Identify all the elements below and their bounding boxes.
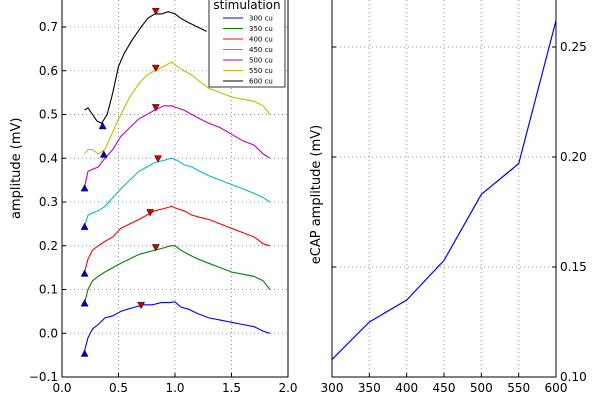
trough-marker — [80, 269, 89, 277]
peak-marker — [151, 244, 160, 252]
x-tick-label: 350 — [358, 381, 381, 395]
ecap-line — [331, 20, 557, 360]
legend-label: 500 cu — [249, 57, 273, 65]
y-tick-label: 0.5 — [39, 108, 58, 122]
peak-marker — [151, 104, 160, 112]
legend-label: 300 cu — [249, 15, 273, 23]
trough-marker — [98, 121, 107, 130]
series-line-0 — [84, 301, 271, 351]
x-tick-label: 0.0 — [52, 381, 71, 395]
trough-marker — [80, 184, 89, 192]
y-tick-label: 0.10 — [560, 370, 587, 384]
legend-label: 600 cu — [249, 78, 273, 86]
series-line-4 — [84, 105, 271, 187]
trough-marker — [80, 222, 89, 230]
y-tick-label: 0.20 — [560, 150, 587, 164]
y-tick-label: 0.2 — [39, 239, 58, 253]
series-line-2 — [84, 205, 271, 273]
legend-label: 350 cu — [249, 25, 273, 33]
legend: stimulation 300 cu 350 cu 400 cu 450 cu 500 c… — [208, 0, 286, 88]
trough-marker — [99, 150, 108, 158]
legend-label: 450 cu — [249, 46, 273, 54]
peak-marker — [154, 155, 162, 163]
y-axis-title: amplitude (mV) — [9, 117, 24, 219]
series-line-1 — [84, 245, 271, 303]
y-tick-label: 0.3 — [39, 195, 58, 209]
y-tick-label: 0.6 — [39, 64, 58, 78]
y-tick-label: 0.25 — [560, 40, 587, 54]
x-tick-label: 450 — [433, 381, 456, 395]
legend-title: stimulation — [213, 0, 280, 12]
series-line-3 — [84, 157, 271, 227]
peak-marker — [137, 301, 146, 310]
y-tick-label: 0.0 — [39, 326, 58, 340]
x-tick-label: 400 — [395, 381, 418, 395]
peak-marker — [151, 64, 160, 73]
x-tick-label: 0.5 — [109, 381, 128, 395]
legend-label: 400 cu — [249, 36, 273, 44]
x-tick-label: 1.5 — [222, 381, 241, 395]
y-axis-title: eCAP amplitude (mV) — [309, 125, 324, 264]
trough-marker — [80, 299, 89, 307]
x-tick-label: 1.0 — [165, 381, 184, 395]
x-tick-label: 2.0 — [278, 381, 297, 395]
peak-marker — [146, 209, 155, 217]
legend-box — [208, 0, 286, 88]
x-tick-label: 500 — [470, 381, 493, 395]
y-tick-label: 0.15 — [560, 260, 587, 274]
x-tick-label: 300 — [321, 381, 344, 395]
y-tick-label: 0.4 — [39, 151, 58, 165]
amplitude-traces-plot: 0.0 0.5 1.0 1.5 2.0−0.10.00.10.20.30.40.50.6… — [9, 0, 298, 395]
x-tick-label: 550 — [507, 381, 530, 395]
series-line-6 — [84, 11, 207, 125]
y-tick-label: 0.7 — [39, 20, 58, 34]
trough-marker — [80, 349, 89, 357]
y-tick-label: −0.1 — [29, 370, 58, 384]
legend-label: 550 cu — [249, 67, 273, 75]
peak-marker — [151, 7, 160, 16]
y-tick-label: 0.1 — [39, 283, 58, 297]
x-tick-label: 600 — [545, 381, 568, 395]
series-line-5 — [84, 61, 271, 155]
